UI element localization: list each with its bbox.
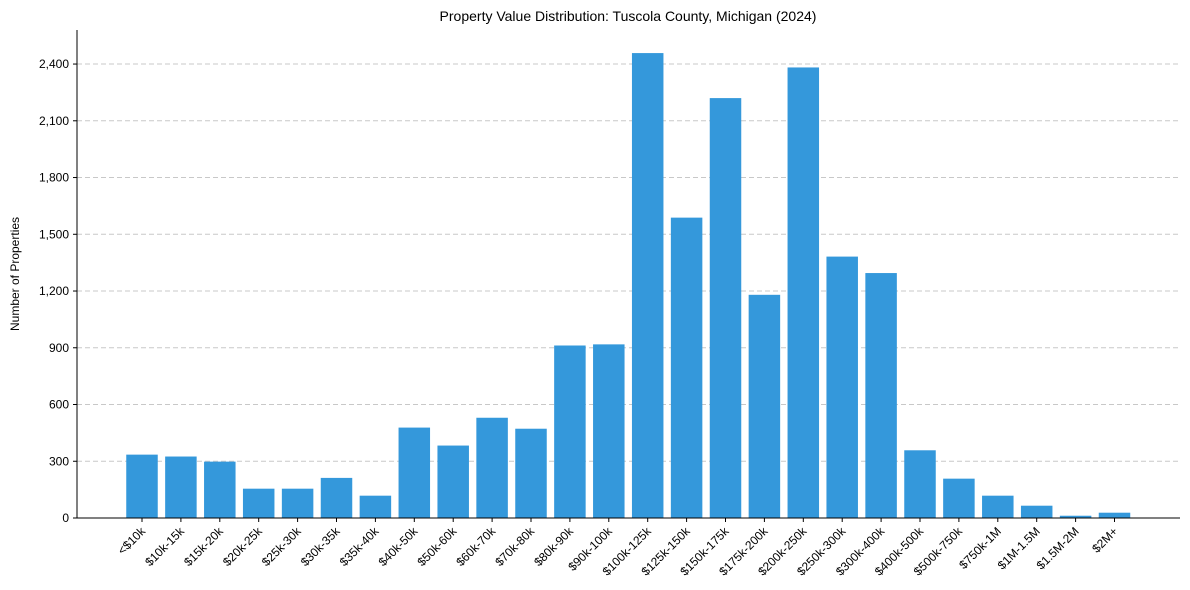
x-tick-label: $2M+: [1089, 524, 1120, 555]
bar: [126, 454, 158, 518]
x-tick-label: $70k-80k: [492, 524, 538, 570]
bar: [982, 495, 1014, 518]
bar: [281, 488, 314, 518]
bar: [398, 427, 431, 518]
bar: [515, 428, 547, 518]
x-tick-label: $50k-60k: [415, 524, 461, 570]
y-ticks: 0 300 600 900 1,200 1,500 1,800 2,100 2,400: [39, 57, 77, 525]
bar: [204, 461, 236, 518]
x-tick-label: <$10k: [115, 524, 149, 558]
chart-title: Property Value Distribution: Tuscola Cou…: [440, 8, 817, 24]
bars: [126, 53, 1131, 519]
bar: [826, 256, 858, 518]
y-tick-label: 900: [49, 341, 69, 355]
y-tick-label: 1,500: [39, 227, 69, 241]
bar: [943, 478, 975, 518]
y-tick-label: 2,100: [39, 114, 69, 128]
y-tick-label: 2,400: [39, 57, 69, 71]
x-tick-label: $60k-70k: [453, 524, 499, 570]
y-tick-label: 1,200: [39, 284, 69, 298]
bar: [437, 445, 469, 518]
bar: [787, 67, 820, 518]
x-tick-label: $10k-15k: [142, 524, 188, 570]
bar: [1098, 512, 1131, 518]
y-tick-label: 1,800: [39, 171, 69, 185]
x-tick-label: $30k-35k: [298, 524, 344, 570]
x-tick-label: $20k-25k: [220, 524, 266, 570]
bar: [904, 450, 936, 518]
y-tick-label: 600: [49, 398, 69, 412]
bar: [320, 477, 353, 518]
bar: [748, 294, 781, 518]
x-tick-label: $40k-50k: [376, 524, 422, 570]
bar: [359, 495, 392, 518]
bar: [865, 273, 897, 518]
bar: [165, 456, 197, 518]
bar: [631, 53, 664, 519]
bar: [593, 344, 625, 518]
bar: [670, 217, 703, 519]
x-tick-label: $1.5M-2M: [1034, 524, 1082, 572]
x-tick-label: $25k-30k: [259, 524, 305, 570]
gridlines: [77, 63, 1180, 462]
x-ticks: <$10k$10k-15k$15k-20k$20k-25k$25k-30k$30…: [115, 518, 1121, 578]
x-tick-label: $35k-40k: [337, 524, 383, 570]
x-tick-label: $15k-20k: [181, 524, 227, 570]
bar: [476, 417, 508, 518]
y-tick-label: 0: [62, 511, 69, 525]
bar: [242, 488, 275, 518]
y-axis-title: Number of Properties: [8, 217, 22, 331]
bar: [709, 98, 742, 519]
y-tick-label: 300: [49, 454, 69, 468]
bar: [554, 345, 586, 518]
axes: [76, 30, 1180, 519]
bar: [1020, 505, 1053, 518]
bar: [1059, 515, 1092, 518]
